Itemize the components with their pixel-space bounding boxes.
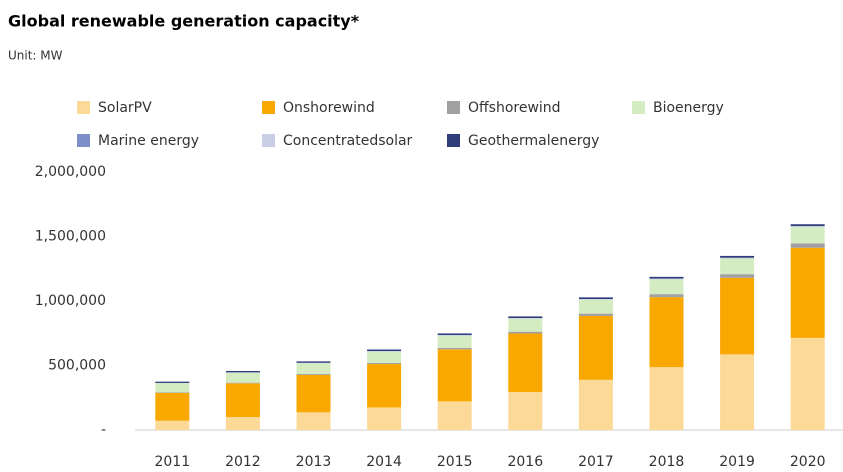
bar-segment bbox=[720, 354, 755, 430]
bar-segment bbox=[790, 243, 825, 248]
bar-segment bbox=[296, 412, 331, 430]
chart-title: Global renewable generation capacity* bbox=[8, 12, 360, 31]
bar-segment bbox=[790, 226, 825, 244]
legend-swatch bbox=[632, 101, 645, 114]
x-tick-label: 2019 bbox=[719, 454, 755, 470]
bar-segment bbox=[720, 274, 755, 278]
bar-segment bbox=[367, 364, 402, 408]
x-tick-label: 2011 bbox=[154, 454, 190, 470]
bar-segment bbox=[720, 257, 755, 259]
legend-label: SolarPV bbox=[98, 100, 152, 116]
bar-segment bbox=[508, 316, 543, 318]
y-tick-label: 1,500,000 bbox=[35, 229, 106, 245]
x-tick-label: 2020 bbox=[790, 454, 826, 470]
x-tick-label: 2018 bbox=[649, 454, 685, 470]
bar-segment bbox=[720, 258, 755, 275]
bar-segment bbox=[155, 392, 190, 393]
legend-swatch bbox=[447, 134, 460, 147]
bar-segment bbox=[437, 334, 472, 336]
bar-segment bbox=[578, 299, 613, 314]
bar-segment bbox=[578, 299, 613, 300]
bar-segment bbox=[155, 381, 190, 383]
x-tick-label: 2015 bbox=[437, 454, 473, 470]
bar-segment bbox=[437, 333, 472, 335]
bar-segment bbox=[649, 279, 684, 295]
bar-segment bbox=[790, 337, 825, 430]
x-tick-label: 2014 bbox=[366, 454, 402, 470]
bar-segment bbox=[296, 374, 331, 375]
bar-segment bbox=[437, 401, 472, 430]
bar-segment bbox=[367, 407, 402, 430]
bar-segment bbox=[155, 383, 190, 393]
legend-label: Onshorewind bbox=[283, 100, 375, 116]
bar-segment bbox=[225, 383, 260, 418]
bar-segment bbox=[296, 363, 331, 375]
y-tick-label: - bbox=[101, 422, 106, 438]
bar-segment bbox=[437, 335, 472, 348]
bar-segment bbox=[720, 255, 755, 258]
bar-segment bbox=[578, 297, 613, 300]
bar-segment bbox=[578, 379, 613, 430]
bar-segment bbox=[296, 374, 331, 413]
bar-segment bbox=[578, 313, 613, 316]
bar-segment bbox=[508, 392, 543, 430]
bar-segment bbox=[578, 315, 613, 380]
legend-swatch bbox=[77, 134, 90, 147]
legend-swatch bbox=[77, 101, 90, 114]
y-tick-label: 500,000 bbox=[48, 358, 106, 374]
x-tick-label: 2017 bbox=[578, 454, 614, 470]
x-tick-label: 2016 bbox=[507, 454, 543, 470]
bar-segment bbox=[790, 247, 825, 338]
bar-segment bbox=[367, 349, 402, 352]
bar-segment bbox=[649, 297, 684, 368]
y-tick-label: 1,000,000 bbox=[35, 293, 106, 309]
bar-segment bbox=[649, 278, 684, 280]
x-tick-label: 2012 bbox=[225, 454, 261, 470]
legend-swatch bbox=[262, 101, 275, 114]
legend-swatch bbox=[262, 134, 275, 147]
bar-segment bbox=[790, 224, 825, 227]
bar-segment bbox=[720, 277, 755, 355]
bar-segment bbox=[367, 351, 402, 363]
x-tick-label: 2013 bbox=[296, 454, 332, 470]
bar-segment bbox=[508, 331, 543, 334]
bar-segment bbox=[296, 361, 331, 363]
bar-segment bbox=[225, 417, 260, 430]
legend-label: Marine energy bbox=[98, 133, 199, 149]
bar-segment bbox=[155, 420, 190, 430]
bar-segment bbox=[225, 370, 260, 373]
bar-segment bbox=[367, 362, 402, 365]
legend-label: Offshorewind bbox=[468, 100, 561, 116]
bar-segment bbox=[649, 367, 684, 430]
bar-segment bbox=[649, 294, 684, 298]
bar-segment bbox=[437, 349, 472, 402]
chart-subtitle: Unit: MW bbox=[8, 49, 63, 63]
bar-segment bbox=[790, 226, 825, 227]
bar-segment bbox=[367, 351, 402, 352]
bar-segment bbox=[437, 347, 472, 350]
bar-segment bbox=[508, 333, 543, 393]
bar-segment bbox=[649, 276, 684, 279]
legend-label: Geothermalenergy bbox=[468, 133, 599, 149]
bar-segment bbox=[508, 318, 543, 332]
bar-segment bbox=[225, 372, 260, 383]
legend-label: Concentratedsolar bbox=[283, 133, 413, 149]
legend-swatch bbox=[447, 101, 460, 114]
bar-segment bbox=[225, 382, 260, 384]
bar-segment bbox=[155, 392, 190, 421]
bar-segment bbox=[508, 317, 543, 319]
legend-label: Bioenergy bbox=[653, 100, 724, 116]
y-tick-label: 2,000,000 bbox=[35, 164, 106, 180]
